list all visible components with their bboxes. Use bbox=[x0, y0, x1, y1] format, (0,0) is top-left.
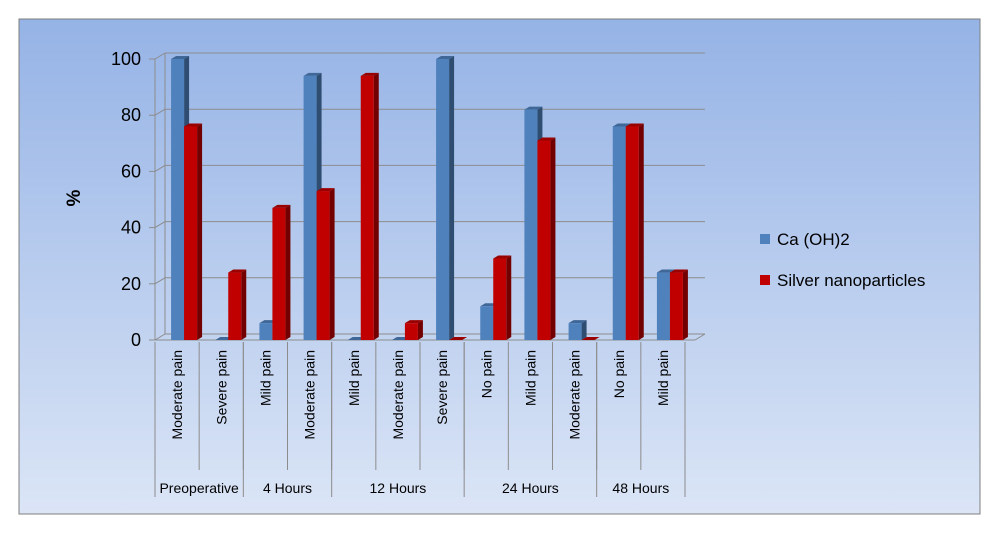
gridline-depth bbox=[154, 164, 166, 172]
legend-swatch bbox=[760, 234, 770, 244]
gridline-depth bbox=[154, 333, 166, 341]
x-tick-label: No pain bbox=[611, 350, 627, 398]
bar bbox=[316, 188, 335, 340]
bar bbox=[669, 269, 688, 340]
bar bbox=[568, 320, 587, 340]
gridline-depth bbox=[154, 108, 166, 116]
y-tick-label: 40 bbox=[121, 218, 141, 238]
x-tick-label: Mild pain bbox=[655, 350, 671, 406]
legend: Ca (OH)2 Silver nanoparticles bbox=[760, 230, 925, 290]
x-axis-depth bbox=[694, 333, 706, 341]
y-tick-label: 60 bbox=[121, 161, 141, 181]
y-axis-title: % bbox=[64, 189, 85, 206]
gridline-depth bbox=[154, 277, 166, 285]
x-tick-label: Moderate pain bbox=[169, 350, 185, 440]
legend-label: Silver nanoparticles bbox=[777, 271, 925, 290]
bar bbox=[436, 56, 455, 340]
x-tick-label: Mild pain bbox=[257, 350, 273, 406]
y-tick-label: 80 bbox=[121, 105, 141, 125]
x-tick-label: No pain bbox=[478, 350, 494, 398]
bar bbox=[537, 137, 556, 340]
y-tick-label: 20 bbox=[121, 274, 141, 294]
gridline-depth bbox=[154, 52, 166, 60]
group-label: 48 Hours bbox=[612, 480, 669, 496]
bars bbox=[171, 56, 688, 341]
bar bbox=[228, 269, 247, 340]
bar bbox=[360, 72, 379, 341]
x-tick-label: Moderate pain bbox=[302, 350, 318, 440]
bar bbox=[184, 123, 203, 340]
bar bbox=[404, 320, 423, 340]
category-labels: Preoperative 4 Hours 12 Hours 24 Hours 48 Ho… bbox=[154, 342, 686, 497]
bar bbox=[272, 204, 291, 340]
bar bbox=[625, 123, 644, 340]
x-tick-label: Moderate pain bbox=[390, 350, 406, 440]
group-label: 12 Hours bbox=[370, 480, 427, 496]
group-label: 24 Hours bbox=[502, 480, 559, 496]
y-tick-label: 100 bbox=[111, 49, 141, 69]
x-tick-label: Severe pain bbox=[434, 350, 450, 425]
y-tick-label: 0 bbox=[131, 330, 141, 350]
bar bbox=[493, 255, 512, 340]
gridline-depth bbox=[154, 221, 166, 229]
bar bbox=[449, 337, 468, 340]
x-tick-label: Mild pain bbox=[522, 350, 538, 406]
bar bbox=[581, 337, 600, 340]
group-label: Preoperative bbox=[159, 480, 239, 496]
x-tick-label: Mild pain bbox=[346, 350, 362, 406]
x-tick-label: Severe pain bbox=[213, 350, 229, 425]
legend-swatch bbox=[760, 275, 770, 285]
legend-label: Ca (OH)2 bbox=[777, 230, 850, 249]
group-label: 4 Hours bbox=[263, 480, 312, 496]
axes: 0 20 40 60 80 100 bbox=[111, 49, 706, 350]
x-tick-label: Moderate pain bbox=[567, 350, 583, 440]
